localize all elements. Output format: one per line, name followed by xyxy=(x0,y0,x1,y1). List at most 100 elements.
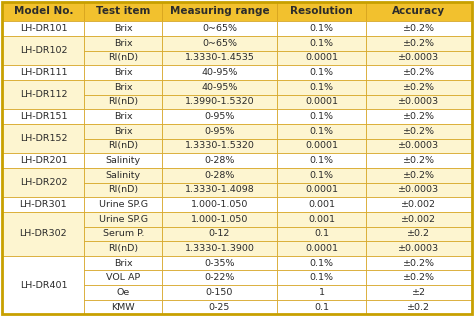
Text: Brix: Brix xyxy=(114,83,133,92)
Text: ±0.002: ±0.002 xyxy=(401,200,437,209)
Bar xyxy=(277,285,366,300)
Bar xyxy=(2,21,84,36)
Text: 0-28%: 0-28% xyxy=(204,156,235,165)
Bar xyxy=(366,227,472,241)
Text: 0.1%: 0.1% xyxy=(310,127,334,136)
Text: LH-DR152: LH-DR152 xyxy=(20,134,67,143)
Bar xyxy=(277,212,366,227)
Text: 1.3990-1.5320: 1.3990-1.5320 xyxy=(184,97,254,106)
Bar xyxy=(366,139,472,153)
Bar xyxy=(162,270,277,285)
Text: 0-150: 0-150 xyxy=(206,288,233,297)
Bar xyxy=(277,183,366,197)
Text: ±0.2%: ±0.2% xyxy=(403,273,435,282)
Text: 0~65%: 0~65% xyxy=(202,24,237,33)
Text: 0.0001: 0.0001 xyxy=(305,185,338,194)
Bar xyxy=(84,256,162,270)
Bar xyxy=(162,36,277,51)
Text: Urine SP.G: Urine SP.G xyxy=(99,200,148,209)
Text: 0.1%: 0.1% xyxy=(310,273,334,282)
Text: 40-95%: 40-95% xyxy=(201,68,237,77)
Bar xyxy=(366,36,472,51)
Bar xyxy=(162,124,277,139)
Bar xyxy=(277,21,366,36)
Bar xyxy=(84,212,162,227)
Text: Serum P.: Serum P. xyxy=(102,229,144,238)
Bar xyxy=(162,51,277,65)
Text: 0-28%: 0-28% xyxy=(204,171,235,180)
Bar xyxy=(162,2,277,21)
Bar xyxy=(277,168,366,183)
Bar xyxy=(366,256,472,270)
Text: ±0.002: ±0.002 xyxy=(401,215,437,224)
Text: RI(nD): RI(nD) xyxy=(108,185,138,194)
Text: LH-DR101: LH-DR101 xyxy=(20,24,67,33)
Text: ±0.2%: ±0.2% xyxy=(403,127,435,136)
Bar xyxy=(2,65,84,80)
Text: Brix: Brix xyxy=(114,24,133,33)
Text: Brix: Brix xyxy=(114,39,133,48)
Text: LH-DR112: LH-DR112 xyxy=(20,90,67,99)
Text: 0-12: 0-12 xyxy=(209,229,230,238)
Bar xyxy=(84,241,162,256)
Bar xyxy=(162,256,277,270)
Text: 0.1%: 0.1% xyxy=(310,83,334,92)
Text: ±0.0003: ±0.0003 xyxy=(398,185,439,194)
Text: ±0.2%: ±0.2% xyxy=(403,83,435,92)
Text: LH-DR302: LH-DR302 xyxy=(19,229,67,238)
Text: ±0.0003: ±0.0003 xyxy=(398,97,439,106)
Bar xyxy=(84,2,162,21)
Bar xyxy=(277,124,366,139)
Bar xyxy=(84,124,162,139)
Text: Model No.: Model No. xyxy=(14,6,73,16)
Bar xyxy=(366,212,472,227)
Bar xyxy=(277,36,366,51)
Text: 0-35%: 0-35% xyxy=(204,258,235,268)
Bar xyxy=(366,270,472,285)
Bar xyxy=(84,109,162,124)
Text: KMW: KMW xyxy=(111,303,135,312)
Text: 0~65%: 0~65% xyxy=(202,39,237,48)
Bar xyxy=(162,300,277,314)
Text: ±0.2%: ±0.2% xyxy=(403,39,435,48)
Bar xyxy=(277,51,366,65)
Bar xyxy=(366,168,472,183)
Text: 0.1%: 0.1% xyxy=(310,112,334,121)
Text: LH-DR201: LH-DR201 xyxy=(20,156,67,165)
Text: 0.1: 0.1 xyxy=(314,303,329,312)
Text: RI(nD): RI(nD) xyxy=(108,97,138,106)
Text: Brix: Brix xyxy=(114,127,133,136)
Text: 0.1%: 0.1% xyxy=(310,24,334,33)
Text: 0.0001: 0.0001 xyxy=(305,244,338,253)
Bar xyxy=(84,51,162,65)
Text: ±0.0003: ±0.0003 xyxy=(398,142,439,150)
Bar xyxy=(84,65,162,80)
Bar xyxy=(84,270,162,285)
Text: ±0.2: ±0.2 xyxy=(407,303,430,312)
Text: 1.000-1.050: 1.000-1.050 xyxy=(191,200,248,209)
Text: 1.3330-1.4535: 1.3330-1.4535 xyxy=(184,53,255,63)
Text: 40-95%: 40-95% xyxy=(201,83,237,92)
Bar xyxy=(84,197,162,212)
Text: 0.0001: 0.0001 xyxy=(305,53,338,63)
Text: 0.1%: 0.1% xyxy=(310,258,334,268)
Bar xyxy=(84,139,162,153)
Text: ±0.0003: ±0.0003 xyxy=(398,244,439,253)
Text: ±0.2: ±0.2 xyxy=(407,229,430,238)
Text: LH-DR151: LH-DR151 xyxy=(20,112,67,121)
Text: LH-DR401: LH-DR401 xyxy=(20,281,67,290)
Bar xyxy=(366,124,472,139)
Text: Accuracy: Accuracy xyxy=(392,6,446,16)
Bar xyxy=(277,256,366,270)
Text: LH-DR301: LH-DR301 xyxy=(19,200,67,209)
Text: 0.0001: 0.0001 xyxy=(305,97,338,106)
Text: ±0.0003: ±0.0003 xyxy=(398,53,439,63)
Bar xyxy=(84,227,162,241)
Text: 0.1: 0.1 xyxy=(314,229,329,238)
Text: 0-95%: 0-95% xyxy=(204,112,235,121)
Bar xyxy=(84,183,162,197)
Text: 0.1%: 0.1% xyxy=(310,39,334,48)
Bar xyxy=(366,197,472,212)
Bar xyxy=(277,94,366,109)
Bar xyxy=(277,300,366,314)
